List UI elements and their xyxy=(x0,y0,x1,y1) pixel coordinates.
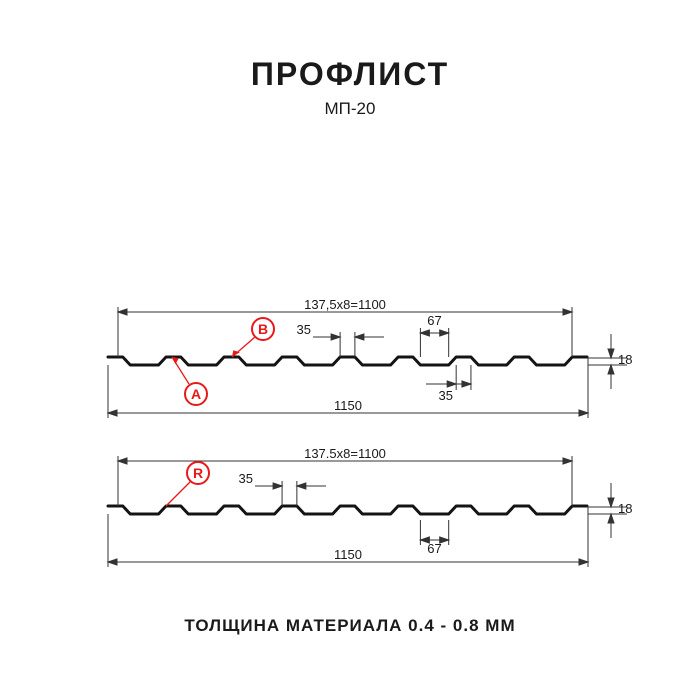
svg-text:R: R xyxy=(193,465,203,481)
svg-text:67: 67 xyxy=(427,541,441,556)
svg-text:1150: 1150 xyxy=(334,547,362,562)
svg-text:137.5x8=1100: 137.5x8=1100 xyxy=(304,446,386,461)
svg-text:35: 35 xyxy=(239,471,253,486)
svg-text:18: 18 xyxy=(618,501,632,516)
